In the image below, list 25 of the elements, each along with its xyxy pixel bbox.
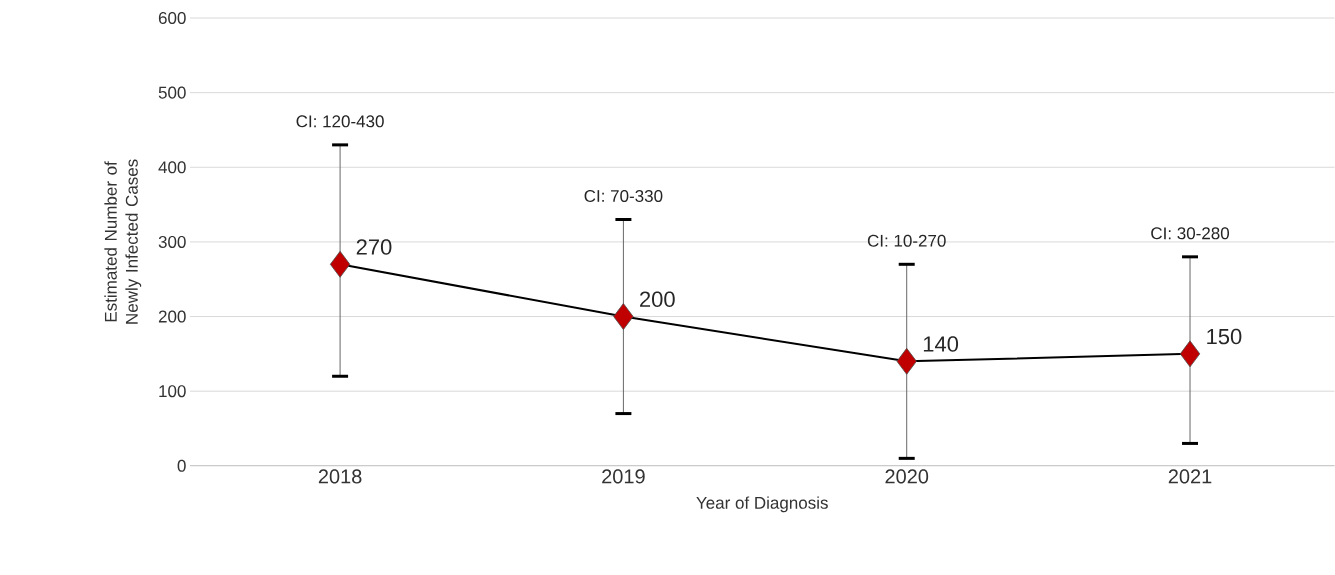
point [896,348,917,375]
data-label: 150 [1207,328,1242,345]
data-label: 140 [923,336,959,352]
y-tick-label: 500 [158,86,186,99]
annotation: CI: 10-270 [867,234,946,247]
y-tick-label: 200 [158,310,186,323]
x-tick-label: 2019 [602,469,645,484]
y-tick-label: 300 [158,236,186,249]
data-label: 200 [640,291,675,308]
y-axis-title: Estimated Number of Newly Infected Cases [104,159,142,324]
annotation: CI: 120-430 [296,115,384,128]
x-tick-label: 2018 [318,469,362,484]
y-tick-label: 400 [158,161,186,174]
data-label: 270 [356,239,392,255]
x-tick-label: 2020 [885,469,929,484]
y-tick-label: 100 [159,385,186,398]
y-tick-label: 0 [177,459,186,472]
annotation: CI: 70-330 [584,190,663,203]
point [1179,340,1201,368]
x-tick-label: 2021 [1168,469,1212,484]
x-axis-title: Year of Diagnosis [696,496,828,513]
annotation: CI: 30-280 [1151,227,1230,240]
point [613,303,634,331]
point [329,251,351,278]
y-tick-label: 600 [158,12,186,25]
